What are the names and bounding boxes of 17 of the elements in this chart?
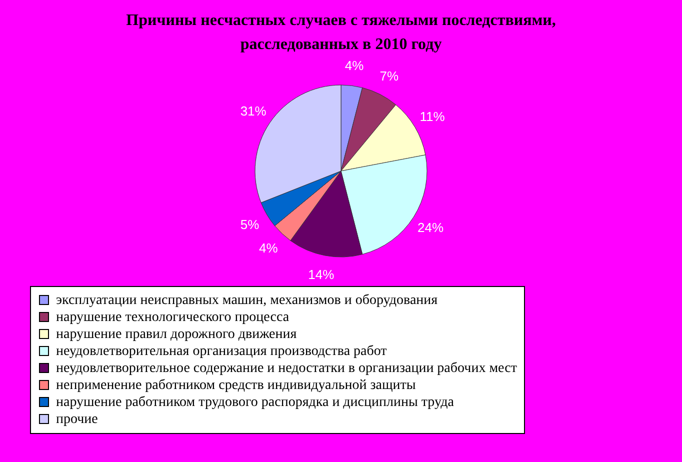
legend-label: неприменение работником средств индивидуальной защиты xyxy=(56,378,416,393)
data-label: 14% xyxy=(308,267,335,282)
data-label: 4% xyxy=(344,58,364,73)
data-label: 31% xyxy=(240,103,267,118)
legend-label: прочие xyxy=(56,412,98,427)
data-label: 4% xyxy=(259,240,278,256)
data-label: 7% xyxy=(380,68,399,84)
legend-label: неудовлетворительная организация производства работ xyxy=(56,344,387,359)
data-label: 11% xyxy=(420,109,446,124)
chart-title: Причины несчастных случаев с тяжелыми последствиями, расследованных в 2010 году xyxy=(126,12,556,53)
legend-label: нарушение правил дорожного движения xyxy=(56,327,298,342)
data-label: 5% xyxy=(240,216,260,232)
legend-label: нарушение технологического процесса xyxy=(56,310,290,325)
legend-label: неудовлетворительное содержание и недостатки в организации рабочих мест xyxy=(56,361,517,376)
legend-label: эксплуатации неисправных машин, механизмов и оборудования xyxy=(56,293,438,308)
data-label: 24% xyxy=(417,220,444,235)
legend-label: нарушение работником трудового распорядка и дисциплины труда xyxy=(56,395,455,410)
